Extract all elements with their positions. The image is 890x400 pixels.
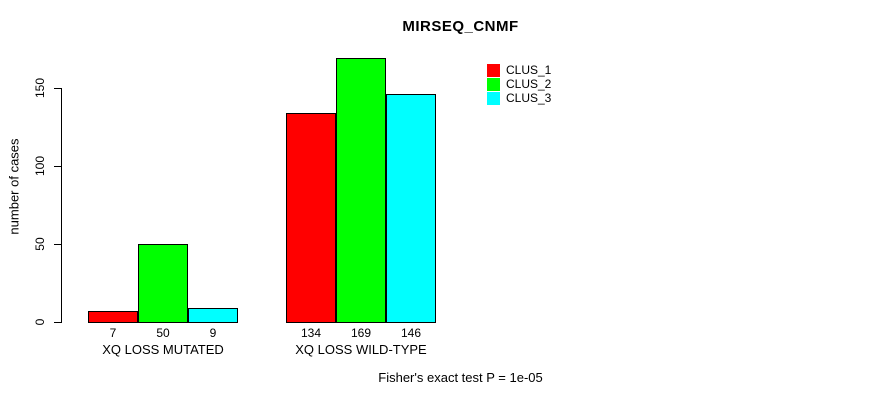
y-axis-tick (54, 244, 61, 245)
legend-swatch-icon (487, 77, 500, 91)
bar-clus-2-xq-loss-wild-type (336, 58, 386, 323)
legend-label: CLUS_3 (506, 91, 552, 105)
y-axis-label: number of cases (6, 138, 22, 235)
y-axis-tick-label: 100 (33, 155, 47, 177)
bar-value-label: 50 (156, 326, 170, 340)
legend-label: CLUS_1 (506, 63, 552, 77)
category-label: XQ LOSS MUTATED (102, 342, 224, 357)
y-axis-line (61, 88, 62, 323)
legend-label: CLUS_2 (506, 77, 552, 91)
legend-row: CLUS_2 (487, 77, 551, 91)
legend-row: CLUS_3 (487, 91, 551, 105)
bar-clus-3-xq-loss-mutated (188, 308, 238, 323)
bar-value-label: 9 (209, 326, 217, 340)
chart-title: MIRSEQ_CNMF (402, 18, 519, 35)
y-axis-tick (54, 166, 61, 167)
bar-clus-3-xq-loss-wild-type (386, 94, 436, 323)
statistical-test-annotation: Fisher's exact test P = 1e-05 (378, 370, 543, 385)
category-label: XQ LOSS WILD-TYPE (295, 342, 427, 357)
bar-value-label: 134 (300, 326, 322, 340)
legend-swatch-icon (487, 91, 500, 105)
bar-clus-1-xq-loss-wild-type (286, 113, 336, 323)
y-axis-tick (54, 322, 61, 323)
bar-clus-2-xq-loss-mutated (138, 244, 188, 323)
bar-value-label: 7 (109, 326, 117, 340)
bar-value-label: 169 (350, 326, 372, 340)
bar-value-label: 146 (400, 326, 422, 340)
legend-swatch-icon (487, 63, 500, 77)
y-axis-tick (54, 88, 61, 89)
legend-row: CLUS_1 (487, 63, 551, 77)
bar-clus-1-xq-loss-mutated (88, 311, 138, 323)
legend: CLUS_1 CLUS_2 CLUS_3 (487, 63, 551, 105)
y-axis-tick-label: 0 (33, 318, 47, 326)
y-axis-tick-label: 150 (33, 77, 47, 99)
y-axis-tick-label: 50 (33, 237, 47, 251)
